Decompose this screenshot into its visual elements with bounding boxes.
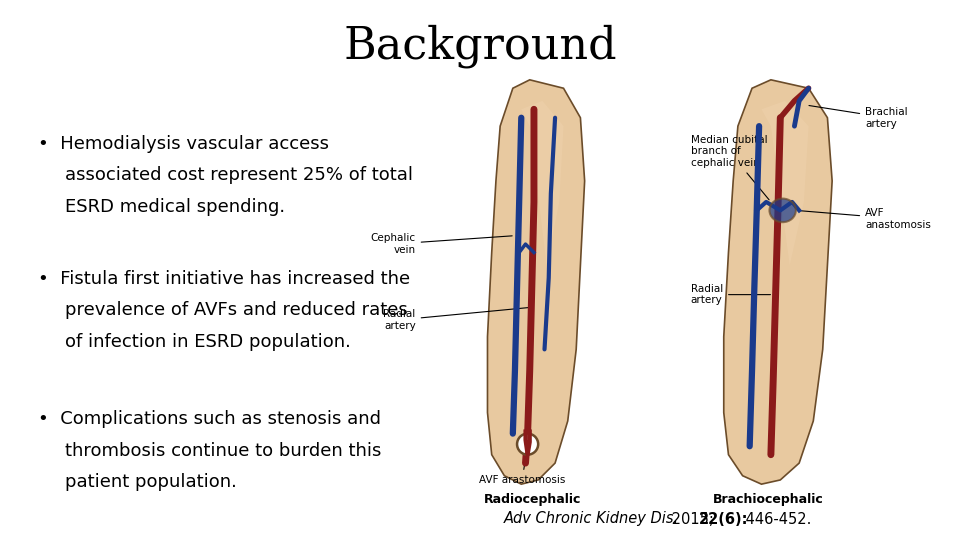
Polygon shape (521, 101, 564, 265)
Text: prevalence of AVFs and reduced rates: prevalence of AVFs and reduced rates (65, 301, 408, 319)
Text: Median cubital
branch of
cephalic vein: Median cubital branch of cephalic vein (691, 135, 769, 200)
Text: Cephalic
vein: Cephalic vein (371, 233, 513, 255)
Text: Radiocephalic: Radiocephalic (484, 493, 582, 506)
Text: thrombosis continue to burden this: thrombosis continue to burden this (65, 442, 382, 460)
Text: Radial
artery: Radial artery (383, 307, 529, 330)
Text: Brachial
artery: Brachial artery (809, 105, 908, 129)
Text: 446-452.: 446-452. (741, 511, 811, 526)
Text: associated cost represent 25% of total: associated cost represent 25% of total (65, 166, 413, 184)
Text: ESRD medical spending.: ESRD medical spending. (65, 198, 285, 215)
Text: of infection in ESRD population.: of infection in ESRD population. (65, 333, 351, 350)
Polygon shape (761, 101, 808, 265)
Text: 2015;: 2015; (667, 511, 719, 526)
Text: Brachiocephalic: Brachiocephalic (712, 493, 824, 506)
Text: patient population.: patient population. (65, 473, 237, 491)
Polygon shape (724, 80, 832, 484)
Text: Radial
artery: Radial artery (691, 284, 771, 306)
Text: Background: Background (343, 24, 617, 68)
Text: AVF arastomosis: AVF arastomosis (479, 447, 565, 485)
Circle shape (517, 434, 539, 455)
Circle shape (770, 199, 796, 222)
Polygon shape (488, 80, 585, 484)
Text: •  Fistula first initiative has increased the: • Fistula first initiative has increased… (38, 270, 411, 288)
Text: 22(6):: 22(6): (699, 511, 749, 526)
Text: AVF
anastomosis: AVF anastomosis (799, 208, 931, 230)
Text: •  Complications such as stenosis and: • Complications such as stenosis and (38, 410, 381, 428)
Text: Adv Chronic Kidney Dis.: Adv Chronic Kidney Dis. (504, 511, 679, 526)
Text: •  Hemodialysis vascular access: • Hemodialysis vascular access (38, 135, 329, 153)
